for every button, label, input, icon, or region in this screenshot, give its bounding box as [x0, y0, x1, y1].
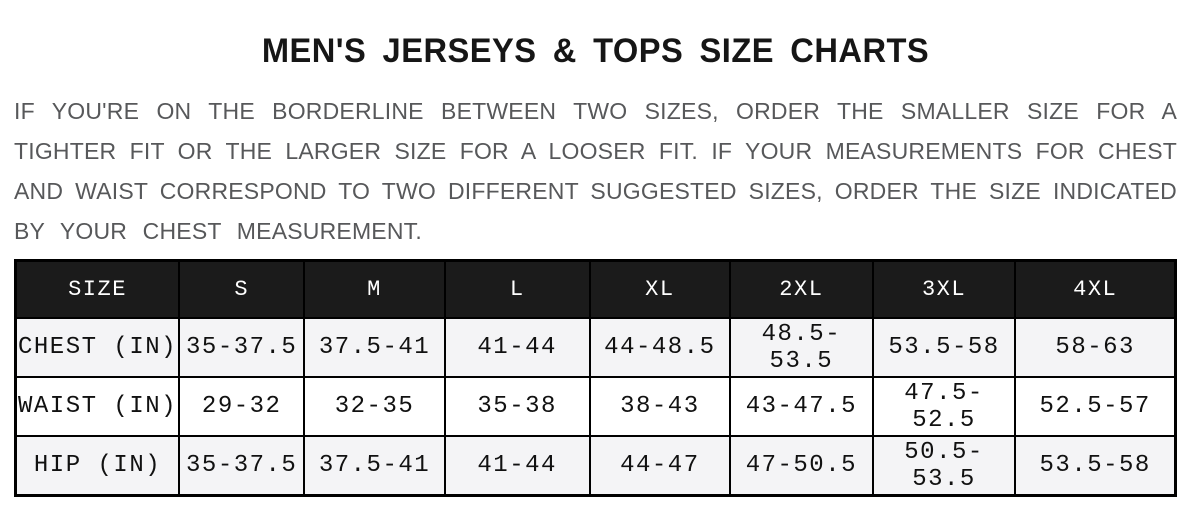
size-table: SIZE S M L XL 2XL 3XL 4XL CHEST (IN) 35-… [14, 259, 1177, 497]
intro-paragraph: IF YOU'RE ON THE BORDERLINE BETWEEN TWO … [14, 91, 1177, 251]
hip-range-cell: 44-47 [588, 435, 732, 497]
col-header-l: L [443, 259, 591, 319]
chest-range-cell: 44-48.5 [588, 317, 732, 378]
waist-range-cell: 29-32 [178, 376, 306, 437]
waist-range-cell: 35-38 [443, 376, 591, 437]
waist-range-cell: 32-35 [303, 376, 446, 437]
row-label-hip: HIP (IN) [14, 435, 181, 497]
col-header-4xl: 4XL [1014, 259, 1177, 319]
chest-range-cell: 53.5-58 [871, 317, 1017, 378]
hip-range-cell: 41-44 [443, 435, 591, 497]
waist-range-cell: 52.5-57 [1014, 376, 1177, 437]
page-title: MEN'S JERSEYS & TOPS SIZE CHARTS [261, 32, 930, 70]
table-header-row: SIZE S M L XL 2XL 3XL 4XL [14, 259, 1177, 319]
hip-range-cell: 47-50.5 [729, 435, 874, 497]
chest-range-cell: 48.5-53.5 [729, 317, 874, 378]
col-header-size: SIZE [14, 259, 181, 319]
col-header-s: S [178, 259, 306, 319]
intro-line: BY YOUR CHEST MEASUREMENT. [14, 218, 422, 244]
table-row-chest: CHEST (IN) 35-37.5 37.5-41 41-44 44-48.5… [14, 317, 1177, 378]
intro-line: TIGHTER FIT OR THE LARGER SIZE FOR A LOO… [14, 138, 1177, 164]
hip-range-cell: 35-37.5 [178, 435, 306, 497]
col-header-3xl: 3XL [871, 259, 1017, 319]
col-header-2xl: 2XL [729, 259, 874, 319]
col-header-m: M [303, 259, 446, 319]
hip-range-cell: 53.5-58 [1014, 435, 1177, 497]
intro-line: AND WAIST CORRESPOND TO TWO DIFFERENT SU… [14, 178, 1177, 204]
waist-range-cell: 47.5-52.5 [871, 376, 1017, 437]
row-label-chest: CHEST (IN) [14, 317, 181, 378]
waist-range-cell: 38-43 [588, 376, 732, 437]
hip-range-cell: 37.5-41 [303, 435, 446, 497]
waist-range-cell: 43-47.5 [729, 376, 874, 437]
intro-line: IF YOU'RE ON THE BORDERLINE BETWEEN TWO … [14, 98, 1177, 124]
chest-range-cell: 58-63 [1014, 317, 1177, 378]
table-row-waist: WAIST (IN) 29-32 32-35 35-38 38-43 43-47… [14, 376, 1177, 437]
row-label-waist: WAIST (IN) [14, 376, 181, 437]
chest-range-cell: 41-44 [443, 317, 591, 378]
hip-range-cell: 50.5-53.5 [871, 435, 1017, 497]
chest-range-cell: 35-37.5 [178, 317, 306, 378]
chest-range-cell: 37.5-41 [303, 317, 446, 378]
table-row-hip: HIP (IN) 35-37.5 37.5-41 41-44 44-47 47-… [14, 435, 1177, 497]
col-header-xl: XL [588, 259, 732, 319]
